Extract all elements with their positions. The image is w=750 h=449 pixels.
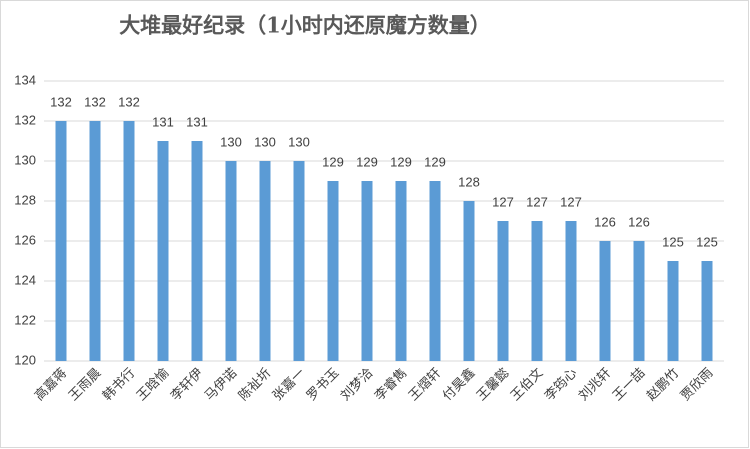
chart-title: 大堆最好纪录（1小时内还原魔方数量） — [119, 13, 491, 38]
bar — [191, 141, 203, 361]
value-label: 132 — [50, 94, 72, 109]
bar — [531, 221, 543, 361]
value-label: 129 — [390, 154, 412, 169]
value-label: 132 — [118, 94, 140, 109]
bar — [55, 121, 67, 361]
y-tick-label: 134 — [14, 72, 36, 87]
bar — [395, 181, 407, 361]
bar — [565, 221, 577, 361]
bar — [701, 261, 713, 361]
bar — [327, 181, 339, 361]
value-label: 128 — [458, 174, 480, 189]
value-label: 125 — [696, 234, 718, 249]
y-tick-label: 124 — [14, 272, 36, 287]
value-label: 130 — [220, 134, 242, 149]
value-label: 127 — [526, 194, 548, 209]
bar — [89, 121, 101, 361]
value-label: 130 — [254, 134, 276, 149]
value-label: 127 — [492, 194, 514, 209]
value-label: 130 — [288, 134, 310, 149]
bar — [463, 201, 475, 361]
value-label: 127 — [560, 194, 582, 209]
bar — [361, 181, 373, 361]
bar — [599, 241, 611, 361]
value-label: 129 — [424, 154, 446, 169]
bar — [123, 121, 135, 361]
value-label: 126 — [594, 214, 616, 229]
y-tick-label: 126 — [14, 232, 36, 247]
value-label: 129 — [356, 154, 378, 169]
value-label: 129 — [322, 154, 344, 169]
value-label: 126 — [628, 214, 650, 229]
value-label: 125 — [662, 234, 684, 249]
y-tick-label: 128 — [14, 192, 36, 207]
value-label: 131 — [152, 114, 174, 129]
bar — [225, 161, 237, 361]
value-label: 132 — [84, 94, 106, 109]
bar — [633, 241, 645, 361]
bar — [293, 161, 305, 361]
y-tick-label: 132 — [14, 112, 36, 127]
bar — [157, 141, 169, 361]
bar — [259, 161, 271, 361]
bar — [497, 221, 509, 361]
bar — [429, 181, 441, 361]
value-label: 131 — [186, 114, 208, 129]
y-tick-label: 120 — [14, 352, 36, 367]
bar — [667, 261, 679, 361]
y-tick-label: 130 — [14, 152, 36, 167]
y-tick-label: 122 — [14, 312, 36, 327]
